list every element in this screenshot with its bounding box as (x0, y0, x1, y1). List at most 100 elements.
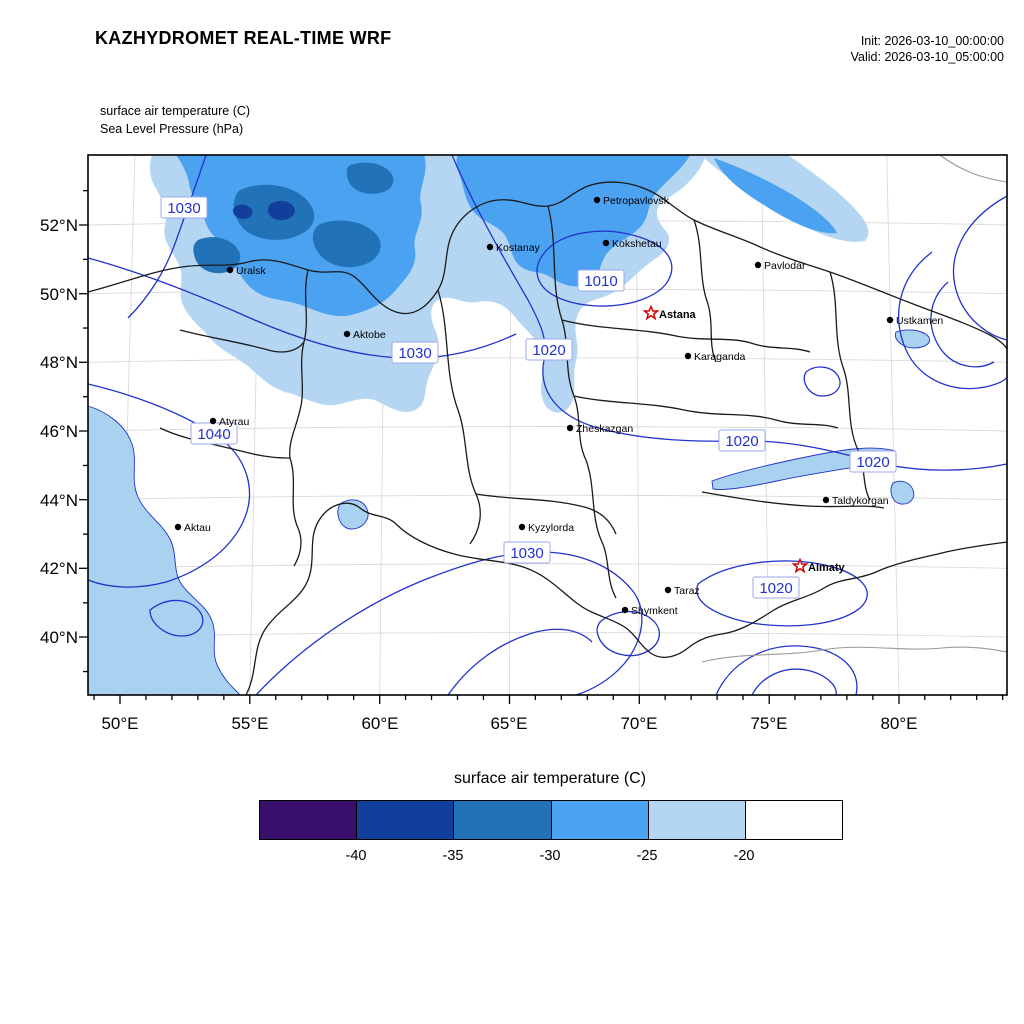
city-label: Uralsk (236, 265, 267, 277)
colorbar-segment (648, 801, 746, 839)
x-tick-label: 70°E (620, 714, 657, 733)
city-kyzylorda: Kyzylorda (518, 522, 574, 534)
temp-region (346, 162, 394, 194)
city-dot-icon (754, 261, 762, 269)
temp-shade-dark (232, 200, 295, 221)
caspian-sea (87, 405, 241, 696)
city-kokshetau: Kokshetau (602, 238, 662, 250)
temp-region (456, 155, 690, 287)
colorbar (259, 800, 843, 840)
pressure-label: 1040 (190, 422, 238, 445)
axis-ticks (79, 189, 1004, 704)
x-tick-label: 65°E (490, 714, 527, 733)
city-astana: Astana (642, 304, 697, 321)
city-shymkent: Shymkent (621, 605, 678, 617)
border-line (437, 289, 481, 545)
y-tick-label: 52°N (40, 216, 78, 235)
x-tick-label: 60°E (361, 714, 398, 733)
y-tick-label: 44°N (40, 491, 78, 510)
temp-region (232, 204, 253, 219)
y-tick-label: 40°N (40, 628, 78, 647)
city-taldykorgan: Taldykorgan (822, 495, 889, 507)
city-label: Pavlodar (764, 260, 806, 272)
city-dot-icon (593, 196, 601, 204)
temp-region (714, 158, 837, 234)
colorbar-segment (551, 801, 649, 839)
init-time: Init: 2026-03-10_00:00:00 (860, 34, 1004, 48)
y-tick-label: 48°N (40, 353, 78, 372)
colorbar-title: surface air temperature (C) (453, 770, 647, 787)
city-dot-icon (226, 266, 234, 274)
isobar-contour (127, 154, 207, 319)
pressure-contours (87, 154, 1008, 696)
city-petropavlovsk: Petropavlovsk (593, 195, 670, 207)
region-borders (87, 181, 1008, 696)
svg-text:1020: 1020 (532, 342, 565, 359)
isobar-contour (715, 645, 858, 696)
city-label: Taraz (674, 585, 700, 597)
city-label: Kokshetau (612, 238, 662, 250)
isobar-contour (898, 251, 1008, 390)
y-tick-label: 42°N (40, 559, 78, 578)
city-dot-icon (886, 316, 894, 324)
city-dot-icon (209, 417, 217, 425)
svg-text:1010: 1010 (584, 273, 617, 290)
border-line (289, 269, 309, 459)
city-dot-icon (664, 586, 672, 594)
city-dot-icon (822, 496, 830, 504)
map-frame (87, 154, 1008, 696)
colorbar-tick-label: -35 (442, 848, 464, 864)
pressure-labels: 1030 1010 1020 1030 1040 1020 1020 1030 … (160, 196, 897, 599)
border-line (245, 502, 1008, 696)
isobar-contour (751, 668, 837, 696)
country-border-gray (939, 154, 1008, 183)
colorbar-tick-label: -20 (733, 848, 755, 864)
city-label: Aktau (184, 522, 211, 534)
city-dot-icon (602, 239, 610, 247)
city-label: Aktobe (353, 329, 386, 341)
city-aktau: Aktau (174, 522, 211, 534)
pressure-label: 1020 (752, 576, 800, 599)
city-dot-icon (684, 352, 692, 360)
pressure-label: 1010 (577, 269, 625, 292)
isobar-contour (447, 628, 593, 696)
x-tick-label: 80°E (880, 714, 917, 733)
city-taraz: Taraz (664, 585, 700, 597)
city-dot-icon (486, 243, 494, 251)
field-labels: surface air temperature (C) Sea Level Pr… (100, 103, 250, 138)
city-ustkamen: Ustkamen (886, 315, 943, 327)
city-dot-icon (174, 523, 182, 531)
city-label: Kostanay (496, 242, 541, 254)
svg-text:1020: 1020 (725, 433, 758, 450)
border-line (87, 181, 1008, 350)
isobar-contour (953, 195, 1008, 341)
field-label-pressure: Sea Level Pressure (hPa) (100, 121, 244, 136)
svg-text:1020: 1020 (759, 580, 792, 597)
city-karaganda: Karaganda (684, 351, 746, 363)
border-line (573, 395, 839, 429)
city-label: Kyzylorda (528, 522, 574, 534)
valid-time: Valid: 2026-03-10_05:00:00 (850, 50, 1004, 65)
capital-star-icon (791, 557, 809, 574)
border-line (179, 329, 305, 353)
city-label: Shymkent (631, 605, 678, 617)
field-label-temperature: surface air temperature (C) (100, 104, 251, 118)
x-tick-label: 75°E (750, 714, 787, 733)
isobar-contour (696, 560, 868, 627)
city-dot-icon (621, 606, 629, 614)
city-label: Karaganda (694, 351, 746, 363)
isobar-contour (87, 383, 250, 588)
x-axis: 50°E 55°E 60°E 65°E 70°E 75°E 80°E (101, 714, 917, 733)
border-line (693, 219, 717, 363)
city-dot-icon (566, 424, 574, 432)
city-aktobe: Aktobe (343, 329, 386, 341)
y-tick-label: 50°N (40, 285, 78, 304)
city-almaty: Almaty (791, 557, 846, 574)
temp-region (267, 200, 295, 221)
city-dot-icon (343, 330, 351, 338)
border-line (289, 457, 302, 567)
border-line (701, 491, 885, 509)
city-label: Atyrau (219, 416, 250, 428)
